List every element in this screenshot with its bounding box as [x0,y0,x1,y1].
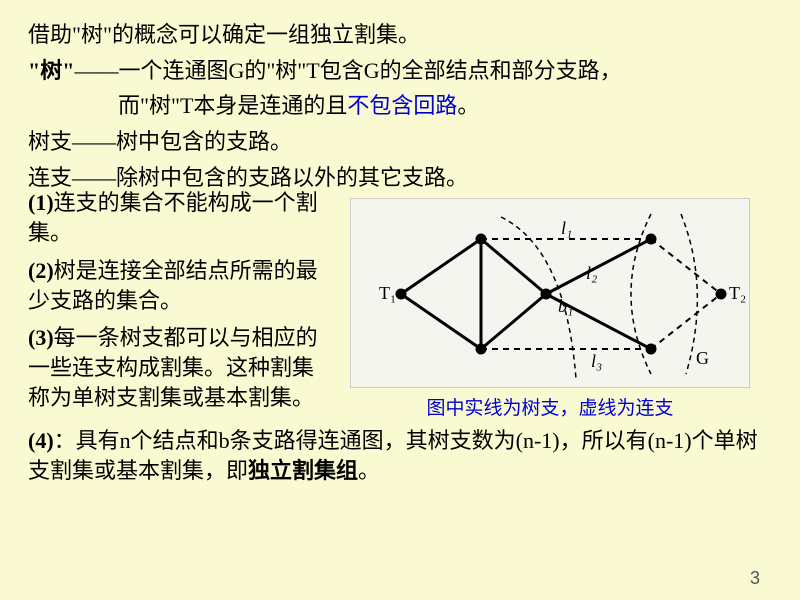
tree-def-text: ——一个连通图G的"树"T包含G的全部结点和部分支路， [74,58,621,83]
point-2: (2)树是连接全部结点所需的最少支路的集合。 [28,256,318,315]
svg-text:T₁: T₁ [379,283,396,303]
p3-text: 每一条树支都可以与相应的一些连支构成割集。这种割集称为单树支割集或基本割集。 [28,325,318,409]
tree-def-line1: "树"——一个连通图G的"树"T包含G的全部结点和部分支路， [28,56,772,86]
p4-text: ：具有n个结点和b条支路得连通图，其树支数为(n-1)，所以有(n-1)个单树支… [28,428,758,483]
graph-svg: T₁ T₂ Gl₁ l₂ l₃ b₁ [351,199,751,389]
svg-text:l₃: l₃ [591,351,602,371]
page-number: 3 [750,566,760,590]
svg-text:l₁: l₁ [561,218,572,238]
tree-def-line2: 而"树"T本身是连通的且不包含回路。 [28,91,772,121]
p2-text: 树是连接全部结点所需的最少支路的集合。 [28,258,318,313]
tree-def2a: 而"树"T本身是连通的且 [118,93,347,118]
intro-text: 借助"树"的概念可以确定一组独立割集。 [28,20,772,50]
tree-def2b: 不包含回路 [347,93,457,118]
branch-def: 树支——树中包含的支路。 [28,127,772,157]
point-4: (4)：具有n个结点和b条支路得连通图，其树支数为(n-1)，所以有(n-1)个… [28,426,772,485]
point-3: (3)每一条树支都可以与相应的一些连支构成割集。这种割集称为单树支割集或基本割集… [28,323,318,412]
figure-caption: 图中实线为树支，虚线为连支 [328,396,772,422]
svg-text:G: G [696,348,709,368]
left-column: (1)连支的集合不能构成一个割集。 (2)树是连接全部结点所需的最少支路的集合。… [28,198,318,422]
p4-end: 。 [358,458,380,483]
svg-text:T₂: T₂ [729,283,746,303]
right-column: T₁ T₂ Gl₁ l₂ l₃ b₁ 图中实线为树支，虚线为连支 [328,198,772,422]
point-1: (1)连支的集合不能构成一个割集。 [28,188,318,247]
tree-def2c: 。 [457,93,479,118]
svg-text:l₂: l₂ [586,263,597,283]
p2-num: (2) [28,258,54,283]
p3-num: (3) [28,325,54,350]
p1-text: 连支的集合不能构成一个割集。 [28,190,318,245]
graph-figure: T₁ T₂ Gl₁ l₂ l₃ b₁ [350,198,750,388]
p4-bold: 独立割集组 [248,458,358,483]
p4-num: (4) [28,428,54,453]
svg-text:b₁: b₁ [558,296,573,316]
p1-num: (1) [28,190,54,215]
tree-term: "树" [28,58,74,83]
